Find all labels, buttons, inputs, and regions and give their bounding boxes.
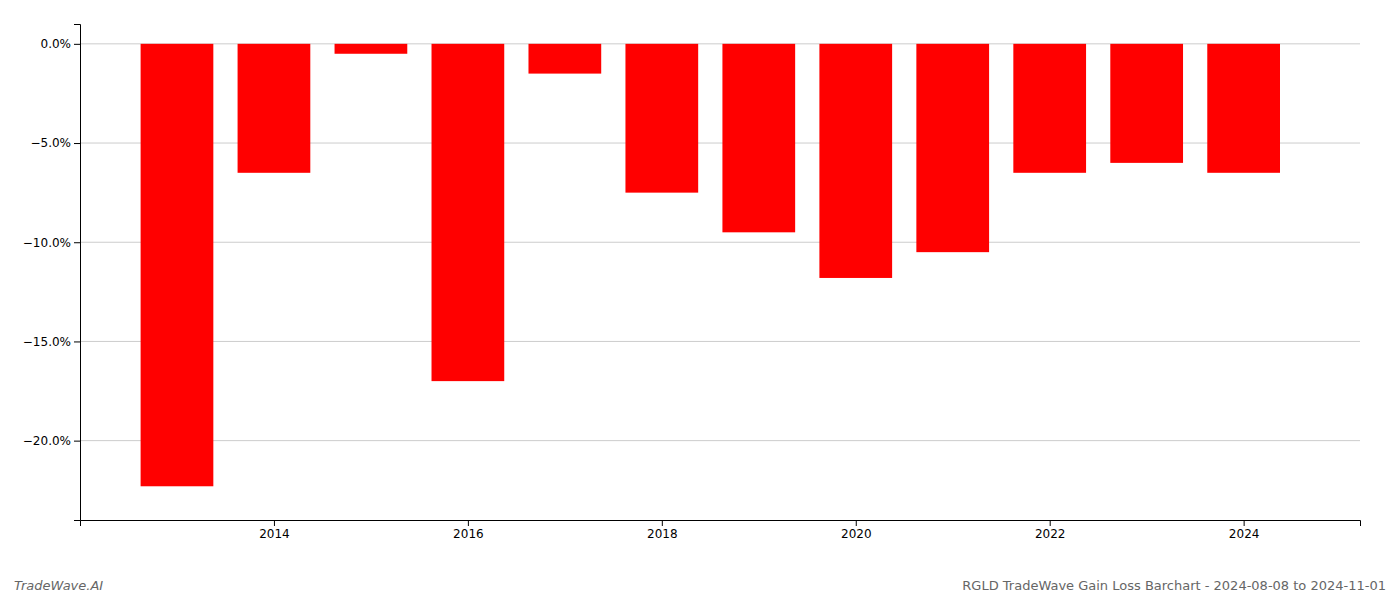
chart-svg: 2014 2016 2018 2020 2022 2024 0.0% −5.0% −10.0% −… [0,0,1400,600]
x-tick-label: 2022 [1035,527,1066,541]
y-tick: −15.0% [23,335,80,349]
y-tick-mark [74,242,80,243]
grid-line [80,242,1360,243]
x-tick-label: 2018 [647,527,678,541]
y-tick-mark [74,143,80,144]
footer-left: TradeWave.AI [14,578,103,593]
x-tick-label: 2024 [1229,527,1260,541]
y-tick: 0.0% [41,37,81,51]
bar [722,44,795,232]
bar [625,44,698,193]
bar [1110,44,1183,163]
x-tick: 2024 [1229,520,1260,541]
grid-line [80,440,1360,441]
y-axis: 0.0% −5.0% −10.0% −15.0% −20.0% [23,25,81,521]
footer-right: RGLD TradeWave Gain Loss Barchart - 2024… [962,578,1386,593]
x-tick-mark [468,520,469,526]
x-tick-mark [1244,520,1245,526]
x-tick-label: 2014 [259,527,290,541]
x-tick: 2016 [453,520,484,541]
y-tick-label: 0.0% [41,37,72,51]
grid-line [80,341,1360,342]
bars [141,44,1280,486]
y-tick: −5.0% [30,136,80,150]
y-tick-mark [74,441,80,442]
x-tick: 2020 [841,520,872,541]
y-tick-mark [74,44,80,45]
x-tick: 2018 [647,520,678,541]
x-tick-label: 2020 [841,527,872,541]
y-tick-label: −5.0% [30,136,71,150]
x-tick-label: 2016 [453,527,484,541]
grid [80,44,1360,441]
bar [1207,44,1280,173]
bar [819,44,892,278]
y-tick-label: −20.0% [23,434,71,448]
x-tick-mark [1050,520,1051,526]
bar [916,44,989,252]
plot-area: 2014 2016 2018 2020 2022 2024 0.0% −5.0% −10.0% −… [23,25,1361,541]
y-tick: −10.0% [23,236,80,250]
x-tick: 2022 [1035,520,1066,541]
bar [528,44,601,74]
x-axis-line [81,521,1361,527]
bar [335,44,408,54]
y-tick-mark [74,341,80,342]
bar [141,44,214,486]
y-tick-label: −15.0% [23,335,71,349]
x-tick-mark [856,520,857,526]
x-axis: 2014 2016 2018 2020 2022 2024 [81,520,1361,541]
x-tick: 2014 [259,520,290,541]
y-axis-line [74,25,81,521]
y-tick-label: −10.0% [23,236,71,250]
x-tick-mark [274,520,275,526]
bar [432,44,505,381]
bar [1013,44,1086,173]
bar [238,44,311,173]
x-tick-mark [662,520,663,526]
y-tick: −20.0% [23,434,80,448]
